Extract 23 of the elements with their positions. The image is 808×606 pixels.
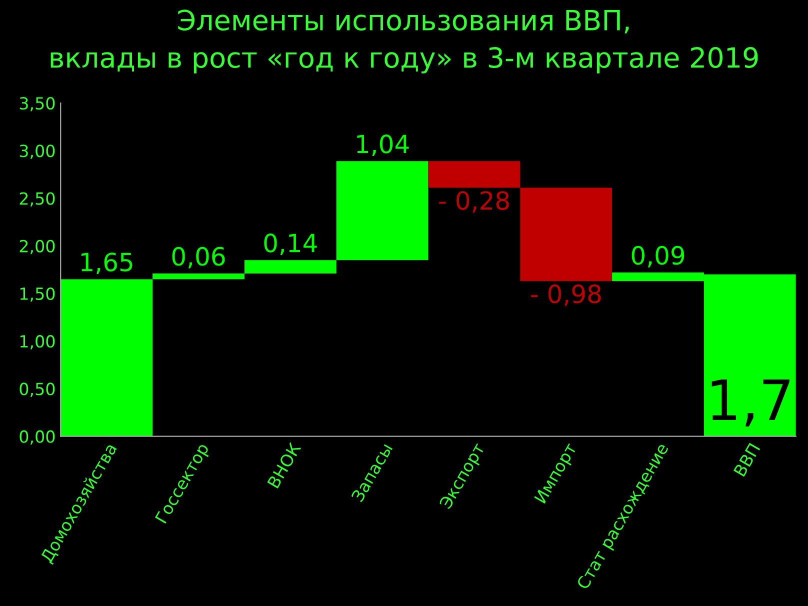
y-tick-label: 0,50: [20, 382, 55, 397]
data-label: - 0,98: [531, 284, 601, 306]
data-label: 0,09: [632, 246, 684, 268]
bar: [60, 279, 153, 436]
bar: [244, 260, 336, 274]
y-tick-label: 2,50: [20, 192, 55, 207]
data-label: - 0,28: [439, 191, 509, 213]
y-tick-label: 1,00: [20, 335, 55, 350]
y-tick-label: 1,50: [20, 287, 55, 302]
y-tick-label: 2,00: [20, 240, 55, 254]
bar: [336, 161, 428, 260]
y-tick-label: 0,00: [20, 430, 55, 445]
chart-title: Элементы использования ВВП, вклады в рост «год к году» в 3-м квартале 2019: [50, 10, 758, 74]
y-tick-label: 3,50: [20, 96, 55, 112]
bar: [428, 161, 520, 188]
bar: [520, 188, 612, 282]
data-label: 1,7: [712, 380, 790, 426]
data-label: 1,04: [357, 134, 409, 156]
bar: [152, 273, 244, 280]
data-label: 0,14: [264, 234, 317, 255]
data-label: 1,65: [81, 252, 132, 274]
data-label: 0,06: [172, 246, 225, 268]
y-tick-label: 3,00: [20, 144, 55, 159]
